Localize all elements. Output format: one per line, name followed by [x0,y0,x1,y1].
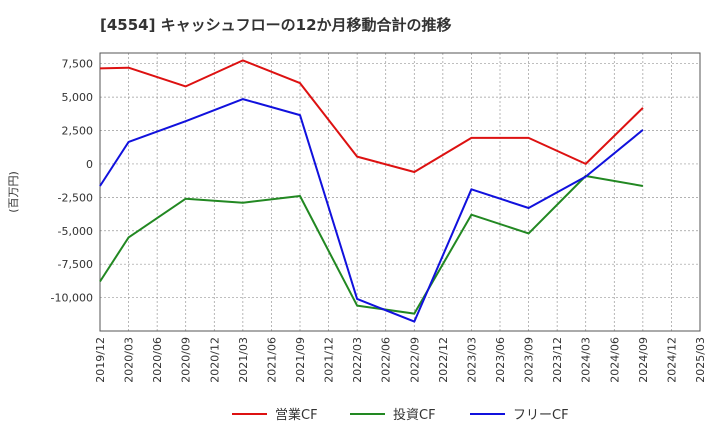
x-tick-label: 2020/03 [123,337,136,383]
plot-frame [99,52,701,332]
x-tick-label: 2021/12 [323,337,336,383]
y-tick-label: -5,000 [58,225,93,238]
y-axis-label: (百万円) [7,171,20,213]
y-tick-label: 2,500 [62,125,94,138]
y-tick-label: -2,500 [58,191,93,204]
x-tick-label: 2023/03 [465,337,478,383]
x-tick-label: 2020/09 [180,337,193,383]
series-line-1 [99,175,644,315]
y-tick-label: 0 [86,158,93,171]
legend-label-2: フリーCF [513,408,569,423]
x-tick-label: 2024/06 [608,337,621,383]
series-line-0 [99,59,644,173]
x-tick-label: 2023/09 [523,337,536,383]
series-line-2 [99,98,644,323]
legend-label-0: 営業CF [275,407,318,423]
chart-title: [4554] キャッシュフローの12か月移動合計の推移 [100,16,452,34]
y-tick-label: -7,500 [58,258,93,271]
x-tick-label: 2025/03 [694,337,707,383]
y-tick-label: -10,000 [51,292,93,305]
x-tick-label: 2024/12 [665,337,678,383]
y-tick-label: 5,000 [62,91,94,104]
x-tick-label: 2020/12 [208,337,221,383]
x-tick-label: 2022/06 [380,337,393,383]
x-tick-label: 2019/12 [94,337,107,383]
y-tick-label: 7,500 [62,58,94,71]
x-tick-label: 2021/09 [294,337,307,383]
x-tick-label: 2022/09 [408,337,421,383]
plot-area [100,53,700,331]
x-tick-label: 2024/09 [637,337,650,383]
x-tick-label: 2021/06 [265,337,278,383]
x-tick-label: 2023/12 [551,337,564,383]
x-tick-label: 2021/03 [237,337,250,383]
x-tick-label: 2020/06 [151,337,164,383]
legend-label-1: 投資CF [393,407,436,423]
x-tick-label: 2024/03 [580,337,593,383]
x-tick-label: 2023/06 [494,337,507,383]
x-tick-label: 2022/12 [437,337,450,383]
x-tick-label: 2022/03 [351,337,364,383]
